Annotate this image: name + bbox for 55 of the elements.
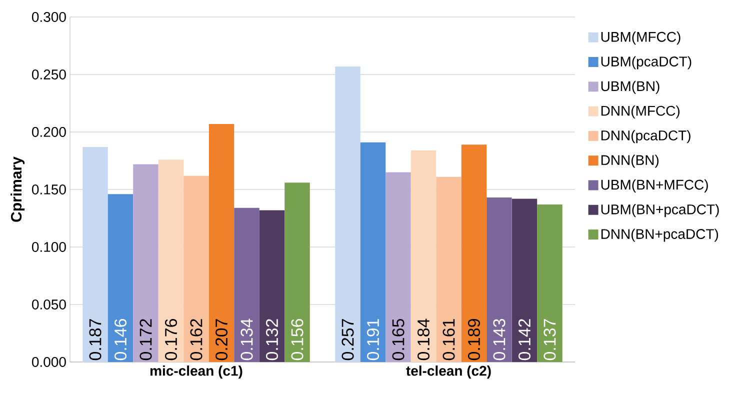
bar [184, 176, 209, 362]
legend-label: DNN(pcaDCT) [601, 130, 690, 144]
data-label: 0.146 [114, 319, 127, 360]
bar [133, 164, 158, 362]
legend-label: DNN(BN) [601, 154, 659, 168]
y-tick-label: 0.000 [32, 357, 66, 367]
y-tick-label: 0.300 [32, 12, 66, 22]
data-label: 0.142 [518, 319, 531, 360]
data-label: 0.132 [266, 319, 278, 360]
bar [436, 176, 462, 362]
bar [208, 124, 234, 362]
y-tick-label: 0.050 [32, 300, 66, 310]
data-label: 0.165 [392, 318, 404, 360]
legend-label: DNN(BN+pcaDCT) [601, 228, 718, 242]
x-tick-label: mic-clean (c1) [150, 366, 242, 379]
data-label: 0.184 [417, 318, 430, 360]
data-label: 0.156 [291, 319, 304, 360]
legend-label: UBM(BN+pcaDCT) [601, 204, 719, 218]
data-label: 0.257 [342, 319, 354, 360]
legend-label: DNN(MFCC) [601, 105, 680, 119]
data-label: 0.189 [468, 319, 480, 360]
y-tick-label: 0.100 [32, 242, 66, 252]
bar [386, 172, 411, 362]
y-tick-label: 0.250 [32, 70, 66, 80]
y-tick-label: 0.150 [32, 184, 66, 194]
y-tick-label: 0.200 [32, 127, 66, 137]
legend-label: UBM(pcaDCT) [601, 56, 692, 70]
bar [461, 144, 487, 362]
data-label: 0.134 [240, 318, 253, 360]
bar [537, 204, 562, 362]
bar [360, 142, 386, 362]
bar [108, 194, 134, 362]
bar [410, 150, 436, 362]
legend-label: UBM(MFCC) [601, 32, 680, 45]
data-label: 0.191 [366, 319, 380, 360]
x-tick-label: tel-clean (c2) [406, 366, 491, 379]
data-label: 0.162 [190, 319, 202, 360]
bar [234, 208, 260, 362]
bar [158, 160, 184, 362]
data-label: 0.143 [493, 319, 506, 360]
legend-label: UBM(BN) [601, 80, 660, 94]
data-label: 0.161 [442, 319, 455, 360]
bar [486, 198, 512, 362]
legend-label: UBM(BN+MFCC) [601, 179, 708, 192]
data-label: 0.176 [164, 319, 178, 360]
bar [335, 66, 360, 362]
data-label: 0.172 [140, 319, 152, 360]
y-axis-title: Cprimary [10, 156, 25, 222]
bar [82, 146, 108, 362]
bar [259, 210, 285, 362]
data-label: 0.207 [215, 319, 228, 360]
bar [284, 182, 310, 362]
data-label: 0.137 [544, 319, 556, 360]
bar [512, 198, 538, 362]
data-label: 0.187 [89, 319, 102, 360]
